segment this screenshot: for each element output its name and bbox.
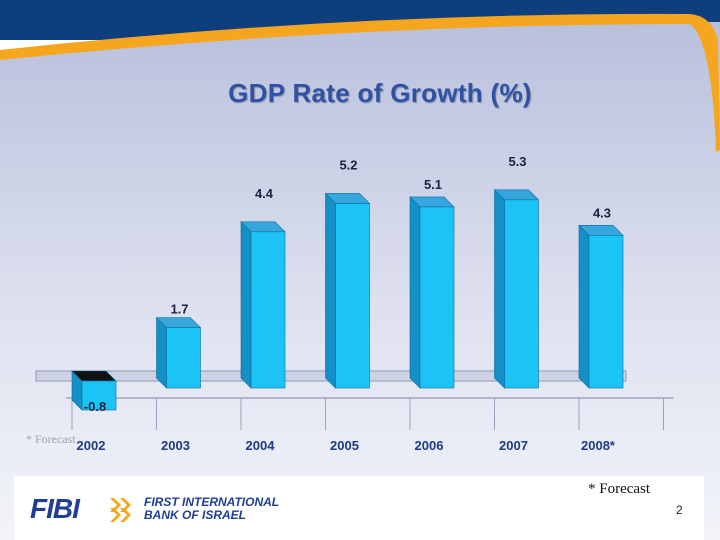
category-label: 2004 — [246, 438, 276, 453]
category-label: 2005 — [330, 438, 359, 453]
bar-2005 — [335, 203, 370, 389]
value-label: 5.1 — [424, 177, 442, 192]
value-label: 4.4 — [255, 186, 274, 201]
category-label: 2006 — [415, 438, 444, 453]
bank-name-line2: BANK OF ISRAEL — [144, 508, 246, 522]
page-number: 2 — [676, 503, 683, 517]
chart-title: GDP Rate of Growth (%) — [228, 78, 532, 108]
bar-side — [156, 316, 167, 389]
fibi-logo: FIBI FIRST INTERNATIONAL BANK OF ISRAEL — [30, 494, 290, 524]
category-label: 2008* — [581, 438, 616, 453]
bank-name-line1: FIRST INTERNATIONAL — [144, 495, 280, 509]
value-label: 5.3 — [508, 154, 526, 169]
bar-2003 — [166, 327, 201, 389]
bar-side — [578, 224, 590, 389]
logo-bank-name: FIRST INTERNATIONAL BANK OF ISRAEL — [144, 496, 279, 522]
bar-2004 — [250, 231, 286, 389]
bar-side — [494, 189, 505, 389]
category-label: 2002 — [77, 438, 106, 453]
value-label: 1.7 — [170, 302, 188, 317]
bar-2008* — [588, 235, 624, 389]
faint-forecast-note: * Forecast — [26, 432, 76, 446]
bar-side — [409, 196, 421, 389]
value-label: 5.2 — [339, 157, 357, 172]
bar-side — [240, 221, 252, 389]
category-label: 2003 — [161, 438, 190, 453]
bar-side — [325, 192, 336, 389]
forecast-footnote: * Forecast — [588, 481, 651, 497]
value-label: 4.3 — [593, 205, 611, 220]
logo-wordmark: FIBI — [30, 493, 80, 524]
category-label: 2007 — [499, 438, 528, 453]
bar-2007 — [504, 199, 539, 389]
bar-2006 — [419, 206, 455, 389]
logo-emblem-icon — [110, 498, 131, 522]
bar-2002 — [81, 380, 117, 411]
value-label: -0.8 — [84, 399, 106, 414]
